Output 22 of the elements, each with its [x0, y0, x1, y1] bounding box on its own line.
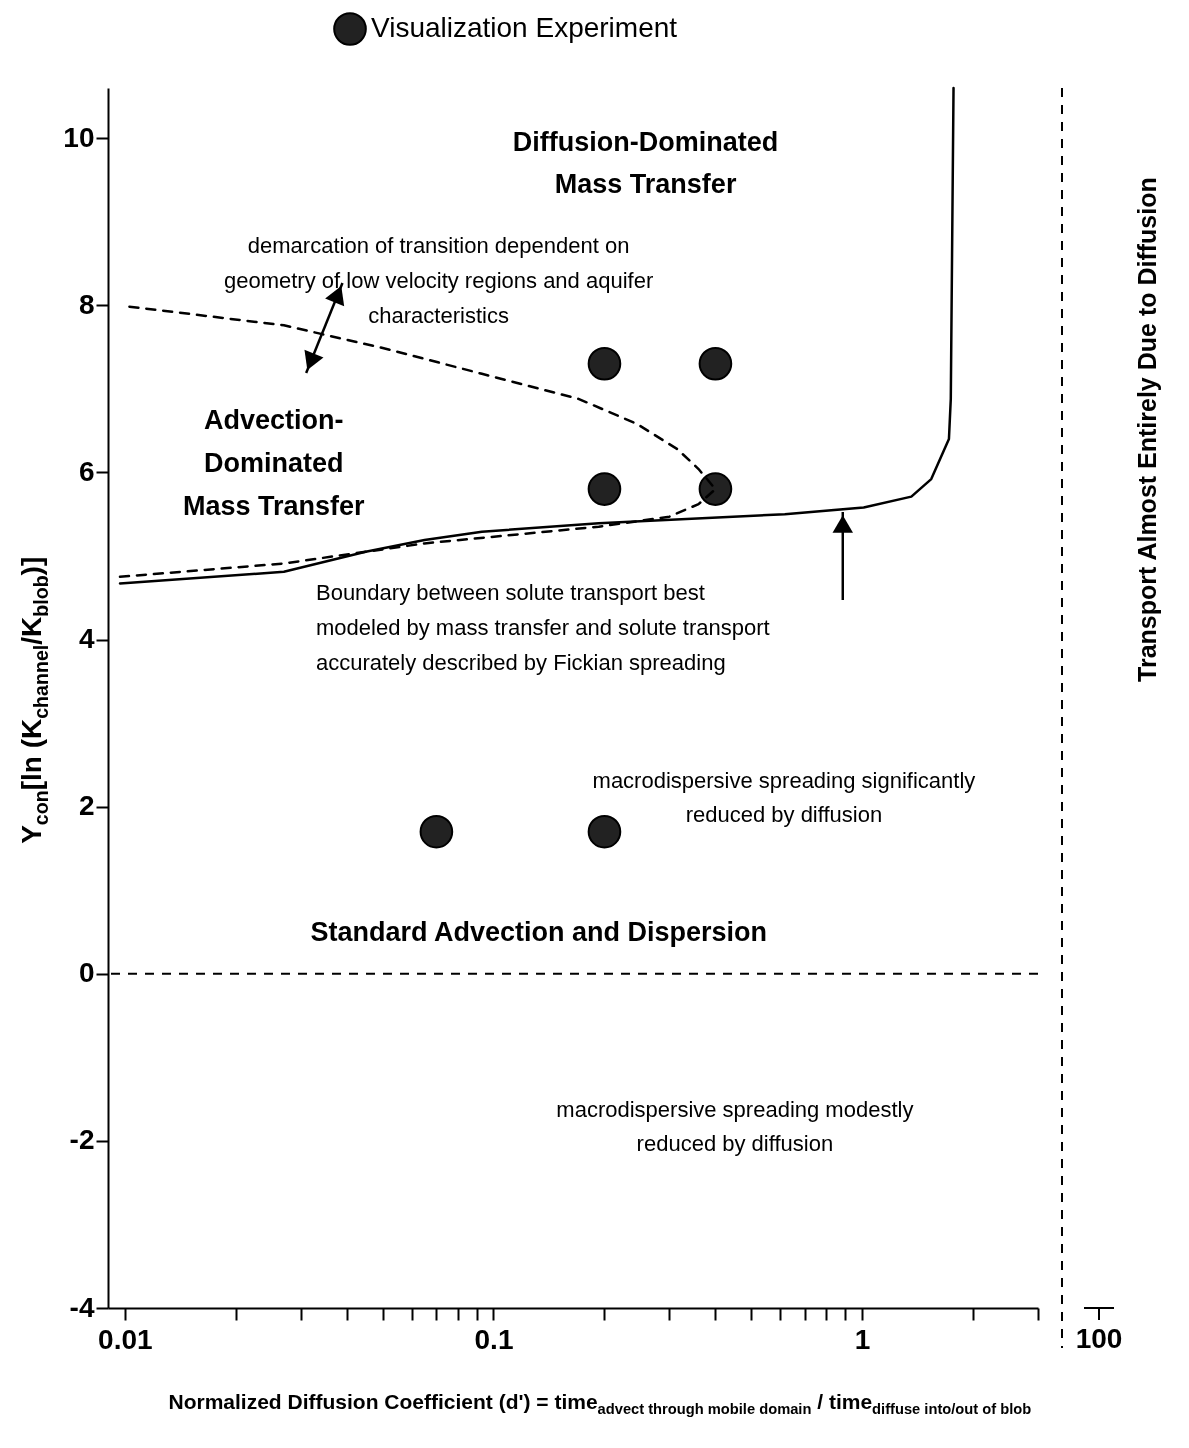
annotation: macrodispersive spreading modestly reduced by diffusion [556, 1097, 914, 1156]
text: 100 [1075, 1323, 1123, 1354]
text: Transport Almost Entirely Due to Diffusion [1133, 177, 1161, 682]
x-axis-title: Normalized Diffusion Coefficient (d') = time$_{advect through mobile domain}$ / time$_{diffuse into/out of blob}$ [168, 1390, 1032, 1418]
annotation: demarcation of transition dependent on geometry of low velocity regions and aquifer characteristics [223, 233, 654, 328]
annotation: Diffusion-Dominated Mass Transfer [512, 127, 779, 199]
annotation: Standard Advection and Dispersion [310, 917, 767, 947]
y-tick-label: 8 [78, 288, 95, 320]
y-tick-label: 6 [78, 455, 95, 487]
annotation: Advection- Dominated Mass Transfer [182, 405, 366, 521]
x-tick-label: 0.01 [98, 1323, 153, 1355]
x-tick-label: 0.1 [474, 1323, 514, 1355]
annotation: Boundary between solute transport best modeled by mass transfer and solute transport accurately described by Fickian spreading [315, 580, 770, 675]
y-tick-label: 10 [63, 121, 95, 153]
y-tick-label: -2 [69, 1124, 95, 1156]
annotation: macrodispersive spreading significantly reduced by diffusion [592, 768, 976, 827]
y-tick-label: -4 [69, 1291, 95, 1323]
y-tick-label: 4 [78, 623, 95, 655]
legend-label: Visualization Experiment [371, 12, 678, 43]
y-tick-label: 2 [78, 790, 95, 822]
y-tick-label: 0 [78, 957, 95, 989]
x-tick-label: 1 [854, 1323, 871, 1355]
